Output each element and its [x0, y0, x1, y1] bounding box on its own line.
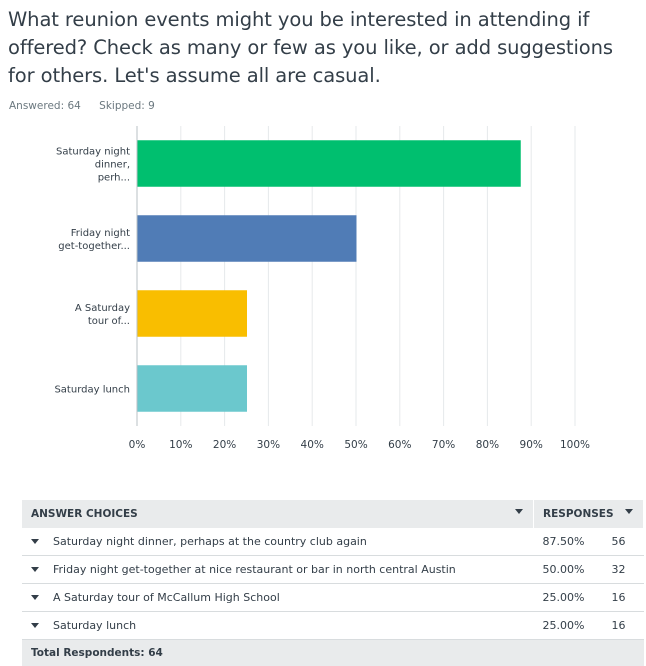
table-row: Saturday lunch 25.00% 16 [22, 612, 644, 640]
x-tick-label: 20% [213, 439, 236, 451]
choice-percent: 50.00% [534, 556, 604, 584]
choice-text: Friday night get-together at nice restau… [53, 563, 456, 576]
answer-choices-header[interactable]: ANSWER CHOICES [22, 500, 534, 528]
bar[interactable] [138, 365, 248, 412]
table-header-row: ANSWER CHOICES RESPONSES [22, 500, 644, 528]
x-tick-label: 70% [432, 439, 455, 451]
skipped-count: Skipped: 9 [99, 100, 155, 112]
total-row: Total Respondents: 64 [22, 640, 644, 666]
responses-table: ANSWER CHOICES RESPONSES Saturday night … [22, 500, 644, 666]
x-tick-label: 40% [301, 439, 324, 451]
choice-percent: 25.00% [534, 612, 604, 640]
table-row: Friday night get-together at nice restau… [22, 556, 644, 584]
chevron-down-icon[interactable] [515, 509, 523, 514]
table-row: Saturday night dinner, perhaps at the co… [22, 528, 644, 556]
response-stats: Answered: 64 Skipped: 9 [9, 100, 170, 112]
choice-count: 16 [604, 612, 644, 640]
choice-text: Saturday lunch [53, 619, 136, 632]
x-tick-label: 60% [388, 439, 411, 451]
table-row: A Saturday tour of McCallum High School … [22, 584, 644, 612]
x-tick-label: 100% [560, 439, 590, 451]
responses-header-label: RESPONSES [543, 508, 614, 520]
x-tick-label: 10% [169, 439, 192, 451]
answer-choices-header-label: ANSWER CHOICES [31, 508, 138, 520]
choice-text: A Saturday tour of McCallum High School [53, 591, 280, 604]
x-tick-label: 80% [476, 439, 499, 451]
responses-header[interactable]: RESPONSES [534, 500, 644, 528]
choice-percent: 87.50% [534, 528, 604, 556]
answered-count: Answered: 64 [9, 100, 81, 112]
caret-down-icon[interactable] [31, 567, 39, 572]
choice-text: Saturday night dinner, perhaps at the co… [53, 535, 367, 548]
bar-chart: 0% 10% 20% 30% 40% 50% 60% 70% 80% 90% 100% Saturda… [0, 126, 646, 461]
bar[interactable] [138, 290, 248, 337]
choice-percent: 25.00% [534, 584, 604, 612]
caret-down-icon[interactable] [31, 623, 39, 628]
question-title: What reunion events might you be interes… [8, 6, 640, 90]
caret-down-icon[interactable] [31, 539, 39, 544]
choice-count: 16 [604, 584, 644, 612]
bar[interactable] [138, 140, 521, 187]
choice-count: 32 [604, 556, 644, 584]
x-tick-label: 0% [129, 439, 146, 451]
x-tick-label: 30% [257, 439, 280, 451]
caret-down-icon[interactable] [31, 595, 39, 600]
choice-count: 56 [604, 528, 644, 556]
x-tick-label: 50% [344, 439, 367, 451]
total-respondents: Total Respondents: 64 [22, 640, 644, 666]
x-tick-label: 90% [520, 439, 543, 451]
chevron-down-icon[interactable] [625, 509, 633, 514]
category-label: Saturday lunch [54, 385, 130, 396]
bar[interactable] [138, 215, 357, 262]
